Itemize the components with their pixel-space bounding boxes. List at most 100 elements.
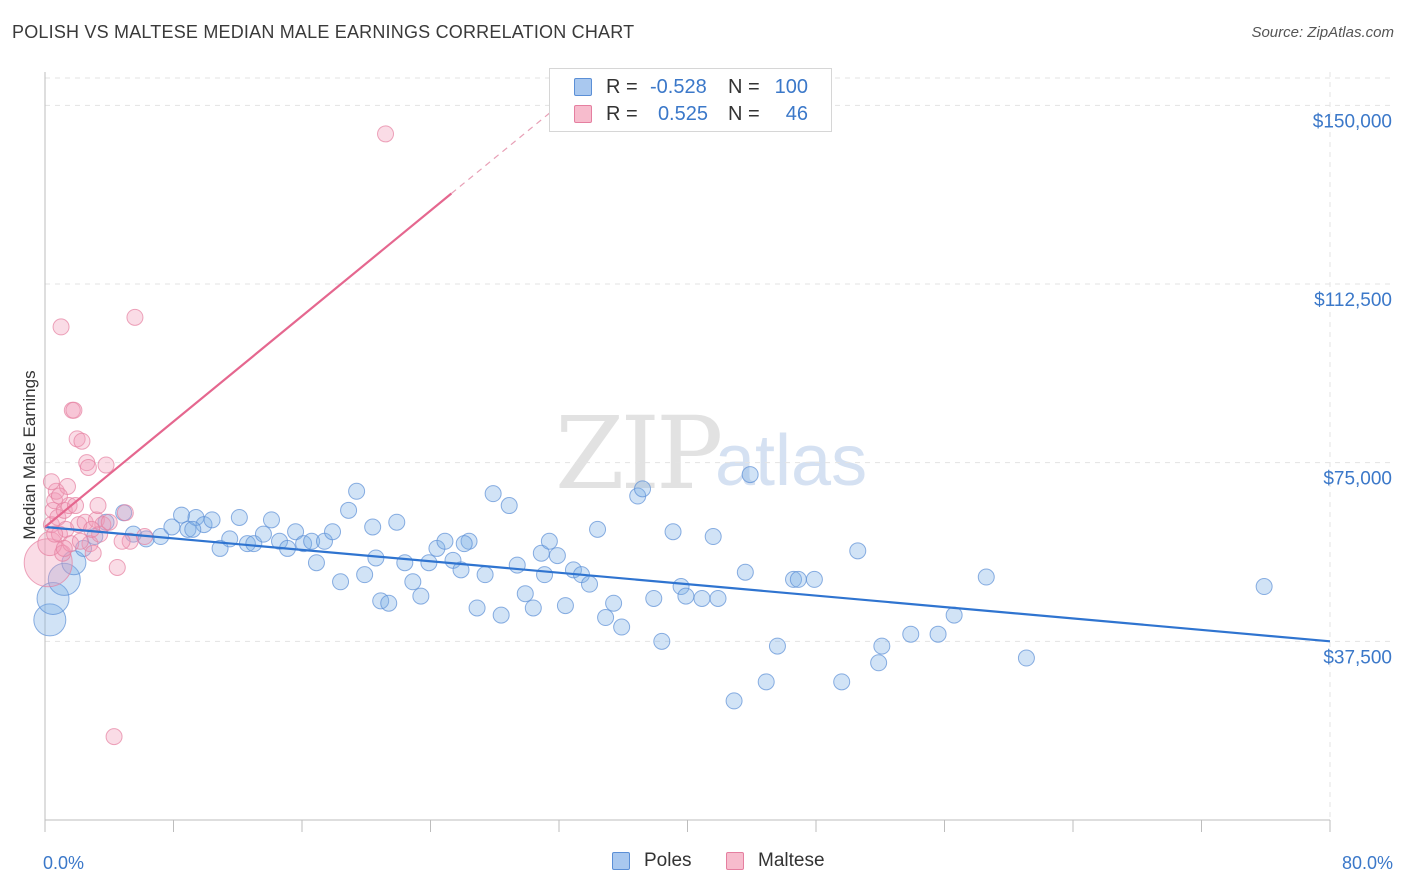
maltese-point [55, 539, 73, 557]
series-swatch-poles [612, 852, 630, 870]
poles-point [332, 573, 350, 591]
poles-point [725, 692, 743, 710]
poles-point [184, 520, 202, 538]
poles-point [173, 506, 191, 524]
y-axis-label: Median Male Earnings [20, 370, 39, 539]
series-legend-maltese[interactable]: Maltese [726, 850, 825, 872]
poles-point [455, 535, 473, 553]
maltese-point [100, 513, 118, 531]
legend-r-label: R = [606, 75, 638, 98]
maltese-point [116, 504, 134, 522]
poles-point [613, 618, 631, 636]
y-tick-label: $150,000 [1313, 111, 1392, 132]
poles-point [873, 637, 891, 655]
poles-point [634, 480, 652, 498]
maltese-point [377, 125, 395, 143]
poles-trend-line [44, 525, 1331, 643]
maltese-point [108, 558, 126, 576]
tick-labels: $37,500 $75,000 $112,500 $150,000 0.0% 80.0% [43, 111, 1393, 873]
poles-point [262, 511, 280, 529]
poles-point [412, 587, 430, 605]
maltese-point [42, 473, 60, 491]
series-legend: Poles Maltese [0, 850, 1406, 878]
maltese-point [71, 532, 89, 550]
maltese-point [65, 401, 83, 419]
poles-point [902, 625, 920, 643]
poles-point [508, 556, 526, 574]
poles-point [704, 528, 722, 546]
poles-point [1255, 578, 1273, 596]
poles-point [364, 518, 382, 536]
poles-point [693, 589, 711, 607]
poles-point [945, 606, 963, 624]
legend-r-value: 0.525 [657, 102, 708, 125]
legend-r-label: R = [606, 102, 638, 125]
poles-point [757, 673, 775, 691]
poles-point [484, 485, 502, 503]
poles-point [589, 520, 607, 538]
poles-point [741, 466, 759, 484]
poles-point [324, 523, 342, 541]
maltese-point [113, 532, 131, 550]
poles-point [36, 581, 70, 615]
poles-point [536, 566, 554, 584]
series-legend-poles[interactable]: Poles [612, 850, 692, 872]
y-tick-label: $112,500 [1314, 290, 1392, 311]
poles-point [287, 523, 305, 541]
maltese-trend-line [44, 192, 453, 528]
trend-lines [44, 104, 1331, 643]
poles-point [929, 625, 947, 643]
poles-point [380, 594, 398, 612]
legend-swatch-poles [574, 78, 592, 96]
poles-point [556, 597, 574, 615]
poles-point [540, 532, 558, 550]
poles-point [736, 563, 754, 581]
poles-point [870, 654, 888, 672]
chart-source: Source: ZipAtlas.com [1251, 24, 1394, 41]
watermark-atlas: atlas [715, 421, 868, 501]
chart-title: POLISH VS MALTESE MEDIAN MALE EARNINGS C… [12, 22, 635, 42]
poles-point [340, 501, 358, 519]
poles-point [849, 542, 867, 560]
poles-point [468, 599, 486, 617]
data-points [23, 125, 1273, 746]
legend-n-label: N = [728, 102, 760, 125]
maltese-point [126, 308, 144, 326]
poles-point [33, 603, 67, 637]
poles-point [476, 566, 494, 584]
poles-point [452, 561, 470, 579]
x-tick-label-max: 80.0% [1342, 853, 1393, 873]
y-tick-label: $75,000 [1323, 469, 1392, 490]
y-tick-label: $37,500 [1323, 647, 1392, 668]
poles-point [709, 589, 727, 607]
poles-point [605, 594, 623, 612]
maltese-point [50, 487, 68, 505]
series-label-maltese: Maltese [758, 850, 825, 871]
poles-point [47, 562, 81, 596]
poles-point [785, 570, 803, 588]
axes [44, 72, 1331, 832]
maltese-point [97, 456, 115, 474]
poles-point [203, 511, 221, 529]
poles-point [653, 632, 671, 650]
poles-point [195, 516, 213, 534]
maltese-point [84, 544, 102, 562]
poles-point [664, 523, 682, 541]
poles-point [356, 566, 374, 584]
maltese-point [83, 520, 101, 538]
maltese-point [68, 430, 86, 448]
maltese-point [91, 525, 109, 543]
poles-point [1017, 649, 1035, 667]
grid-lines [45, 72, 1392, 820]
poles-point [833, 673, 851, 691]
legend-r-value: -0.528 [650, 75, 707, 98]
poles-point [977, 568, 995, 586]
poles-point [581, 575, 599, 593]
watermark-zip: ZIP [555, 395, 723, 512]
legend-n-value: 100 [774, 75, 808, 98]
poles-point [179, 520, 197, 538]
x-tick-label-min: 0.0% [43, 853, 84, 873]
poles-point [396, 554, 414, 572]
poles-point [789, 570, 807, 588]
